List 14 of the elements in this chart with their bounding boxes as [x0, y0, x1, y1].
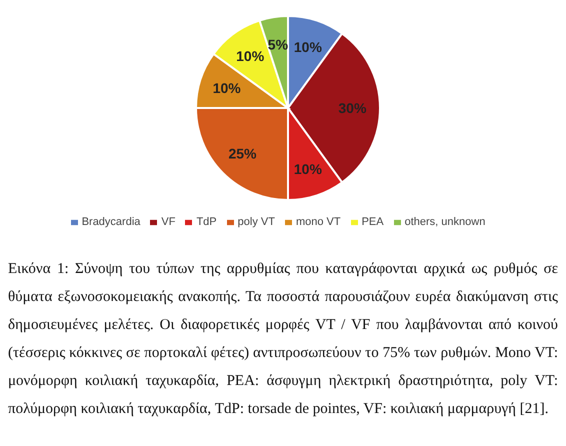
- data-label: 10%: [236, 48, 265, 64]
- legend-label: mono VT: [296, 216, 341, 228]
- data-label: 30%: [338, 100, 367, 116]
- data-label: 25%: [228, 146, 258, 162]
- text: Εικόνα 1: Σύνοψη του τύπων της αρρυθμίας που καταγράφονται αρχικά ως ρυθμός σε θύματα εξωνοσοκομειακής ανακοπής. Τα ποσοστά παρουσιάζουν ευρέα διακύμανση στις δημοσιευμένες μελέτες. Οι διαφορετικές μορφές VT / VF που λαμβάνονται από κοινού (τέσσερις κόκκινες σε πορτοκαλί φέτες) αντιπροσωπεύουν το 75% των ρυθμών. Mono VT: μονόμορφη κοιλιακή ταχυκαρδία, PEA: άσφυγμη ηλεκτρική δραστηριότητα, poly VT: πολύμορφη κοιλιακή ταχυκαρδία, TdP: torsade de pointes, VF: κοιλιακή μαρμαρυγή [21].: [8, 260, 558, 419]
- data-label: 10%: [294, 161, 322, 178]
- legend-label: others, unknown: [404, 216, 486, 228]
- legend-label: TdP: [196, 216, 217, 228]
- legend-label: Bradycardia: [82, 216, 140, 228]
- legend-label: poly VT: [238, 216, 275, 228]
- data-label: 10%: [212, 80, 242, 96]
- data-label: 10%: [294, 38, 322, 55]
- legend-label: PEA: [362, 216, 384, 228]
- legend-label: VF: [161, 216, 176, 228]
